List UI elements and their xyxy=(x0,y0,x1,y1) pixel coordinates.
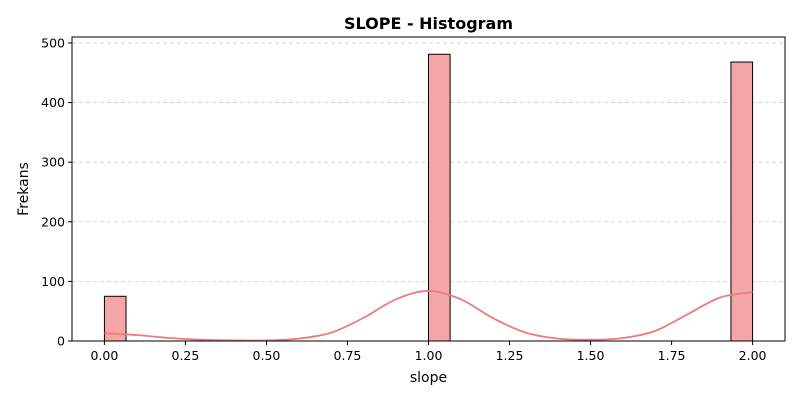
y-tick-label: 200 xyxy=(41,214,65,229)
y-tick-label: 0 xyxy=(57,334,65,349)
x-tick-label: 0.25 xyxy=(172,348,200,363)
x-tick-label: 2.00 xyxy=(739,348,767,363)
histogram-bars xyxy=(103,53,754,342)
x-tick-label: 0.50 xyxy=(253,348,281,363)
kde-curve xyxy=(104,290,753,342)
y-axis-ticks: 0 100 200 300 400 500 xyxy=(41,35,72,349)
x-tick-label: 0.00 xyxy=(90,348,118,363)
y-tick-label: 300 xyxy=(41,155,65,170)
y-tick-label: 100 xyxy=(41,274,65,289)
x-tick-label: 1.50 xyxy=(577,348,605,363)
y-tick-label: 500 xyxy=(41,35,65,50)
y-tick-label: 400 xyxy=(41,95,65,110)
chart-title: SLOPE - Histogram xyxy=(344,14,513,33)
histogram-bar xyxy=(428,53,451,342)
y-axis-label: Frekans xyxy=(16,162,32,216)
histogram-bar xyxy=(730,61,754,342)
x-tick-label: 0.75 xyxy=(334,348,362,363)
x-axis-label: slope xyxy=(410,370,447,386)
x-tick-label: 1.00 xyxy=(415,348,443,363)
x-axis-ticks: 0.00 0.25 0.50 0.75 1.00 1.25 1.50 1.75 2.00 xyxy=(90,341,767,363)
x-tick-label: 1.75 xyxy=(658,348,686,363)
x-tick-label: 1.25 xyxy=(496,348,524,363)
